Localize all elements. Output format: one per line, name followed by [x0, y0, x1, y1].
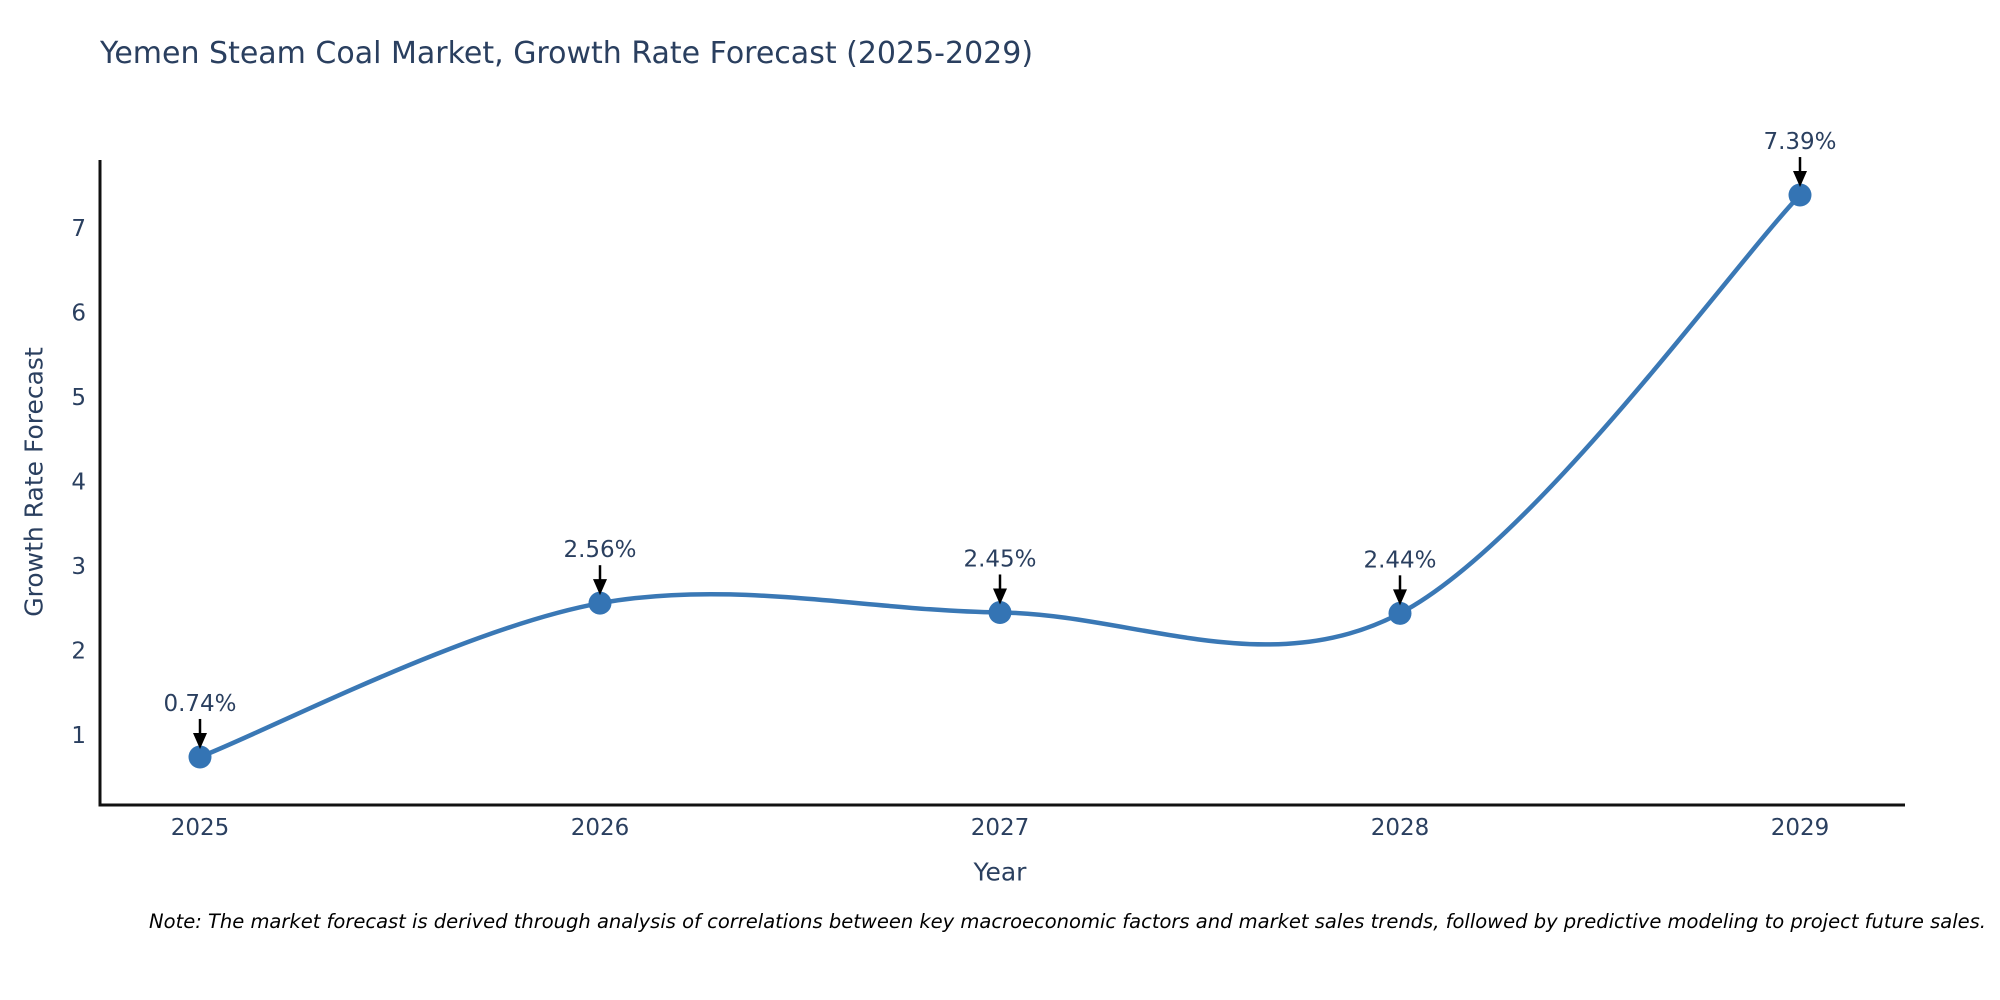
data-point-marker — [188, 745, 212, 769]
data-point-marker — [588, 591, 612, 615]
annotation-arrowhead-icon — [593, 579, 607, 596]
annotation-label: 2.56% — [563, 537, 636, 563]
y-tick-label: 4 — [71, 470, 86, 496]
annotation-arrowhead-icon — [1393, 589, 1407, 606]
data-point-marker — [1788, 183, 1812, 207]
annotation-label: 2.45% — [963, 546, 1036, 572]
x-tick-label: 2026 — [571, 815, 630, 841]
x-tick-label: 2028 — [1371, 815, 1430, 841]
y-tick-label: 2 — [71, 639, 86, 665]
x-tick-label: 2025 — [171, 815, 230, 841]
footnote-text: Note: The market forecast is derived thr… — [149, 910, 1986, 933]
x-tick-label: 2029 — [1771, 815, 1830, 841]
annotation-label: 7.39% — [1763, 129, 1836, 155]
chart-title: Yemen Steam Coal Market, Growth Rate For… — [100, 36, 1034, 71]
x-tick-label: 2027 — [971, 815, 1030, 841]
data-point-marker — [988, 600, 1012, 624]
annotation-arrowhead-icon — [1793, 171, 1807, 188]
annotation-label: 2.44% — [1363, 547, 1436, 573]
y-tick-label: 7 — [71, 216, 86, 242]
annotation-label: 0.74% — [163, 691, 236, 717]
data-point-marker — [1388, 601, 1412, 625]
y-tick-label: 5 — [71, 385, 86, 411]
y-tick-label: 1 — [71, 723, 86, 749]
y-tick-label: 3 — [71, 554, 86, 580]
annotation-arrowhead-icon — [993, 588, 1007, 605]
annotation-arrowhead-icon — [193, 732, 207, 749]
y-tick-label: 6 — [71, 301, 86, 327]
series-line-path — [197, 192, 1803, 760]
x-axis-title: Year — [973, 857, 1027, 887]
